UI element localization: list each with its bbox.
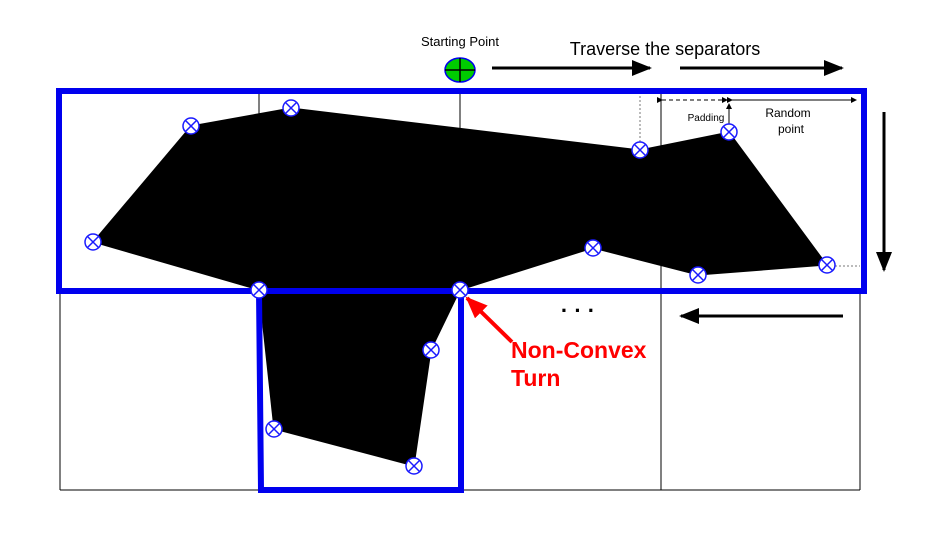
circle-plus-icon [444, 57, 476, 83]
circle-cross-icon [451, 281, 469, 299]
non-convex-label-line2: Turn [511, 365, 560, 391]
traverse-arrows [492, 60, 892, 324]
circle-cross-icon [282, 99, 300, 117]
vertex-markers [84, 99, 836, 475]
circle-cross-icon [720, 123, 738, 141]
ellipsis-label: · · · [561, 298, 595, 323]
circle-cross-icon [422, 341, 440, 359]
circle-cross-icon [631, 141, 649, 159]
circle-cross-icon [584, 239, 602, 257]
non-convex-label-line1: Non-Convex [511, 337, 647, 363]
starting-point-label: Starting Point [421, 34, 499, 49]
circle-cross-icon [265, 420, 283, 438]
circle-cross-icon [689, 266, 707, 284]
circle-cross-icon [182, 117, 200, 135]
random-point-label-line1: Random [765, 106, 810, 120]
circle-cross-icon [405, 457, 423, 475]
non-convex-arrow [465, 296, 514, 344]
traverse-label: Traverse the separators [570, 39, 760, 59]
circle-cross-icon [818, 256, 836, 274]
circle-cross-icon [250, 281, 268, 299]
padding-label: Padding [688, 113, 725, 124]
random-point-label-line2: point [778, 122, 805, 136]
circle-cross-icon [84, 233, 102, 251]
